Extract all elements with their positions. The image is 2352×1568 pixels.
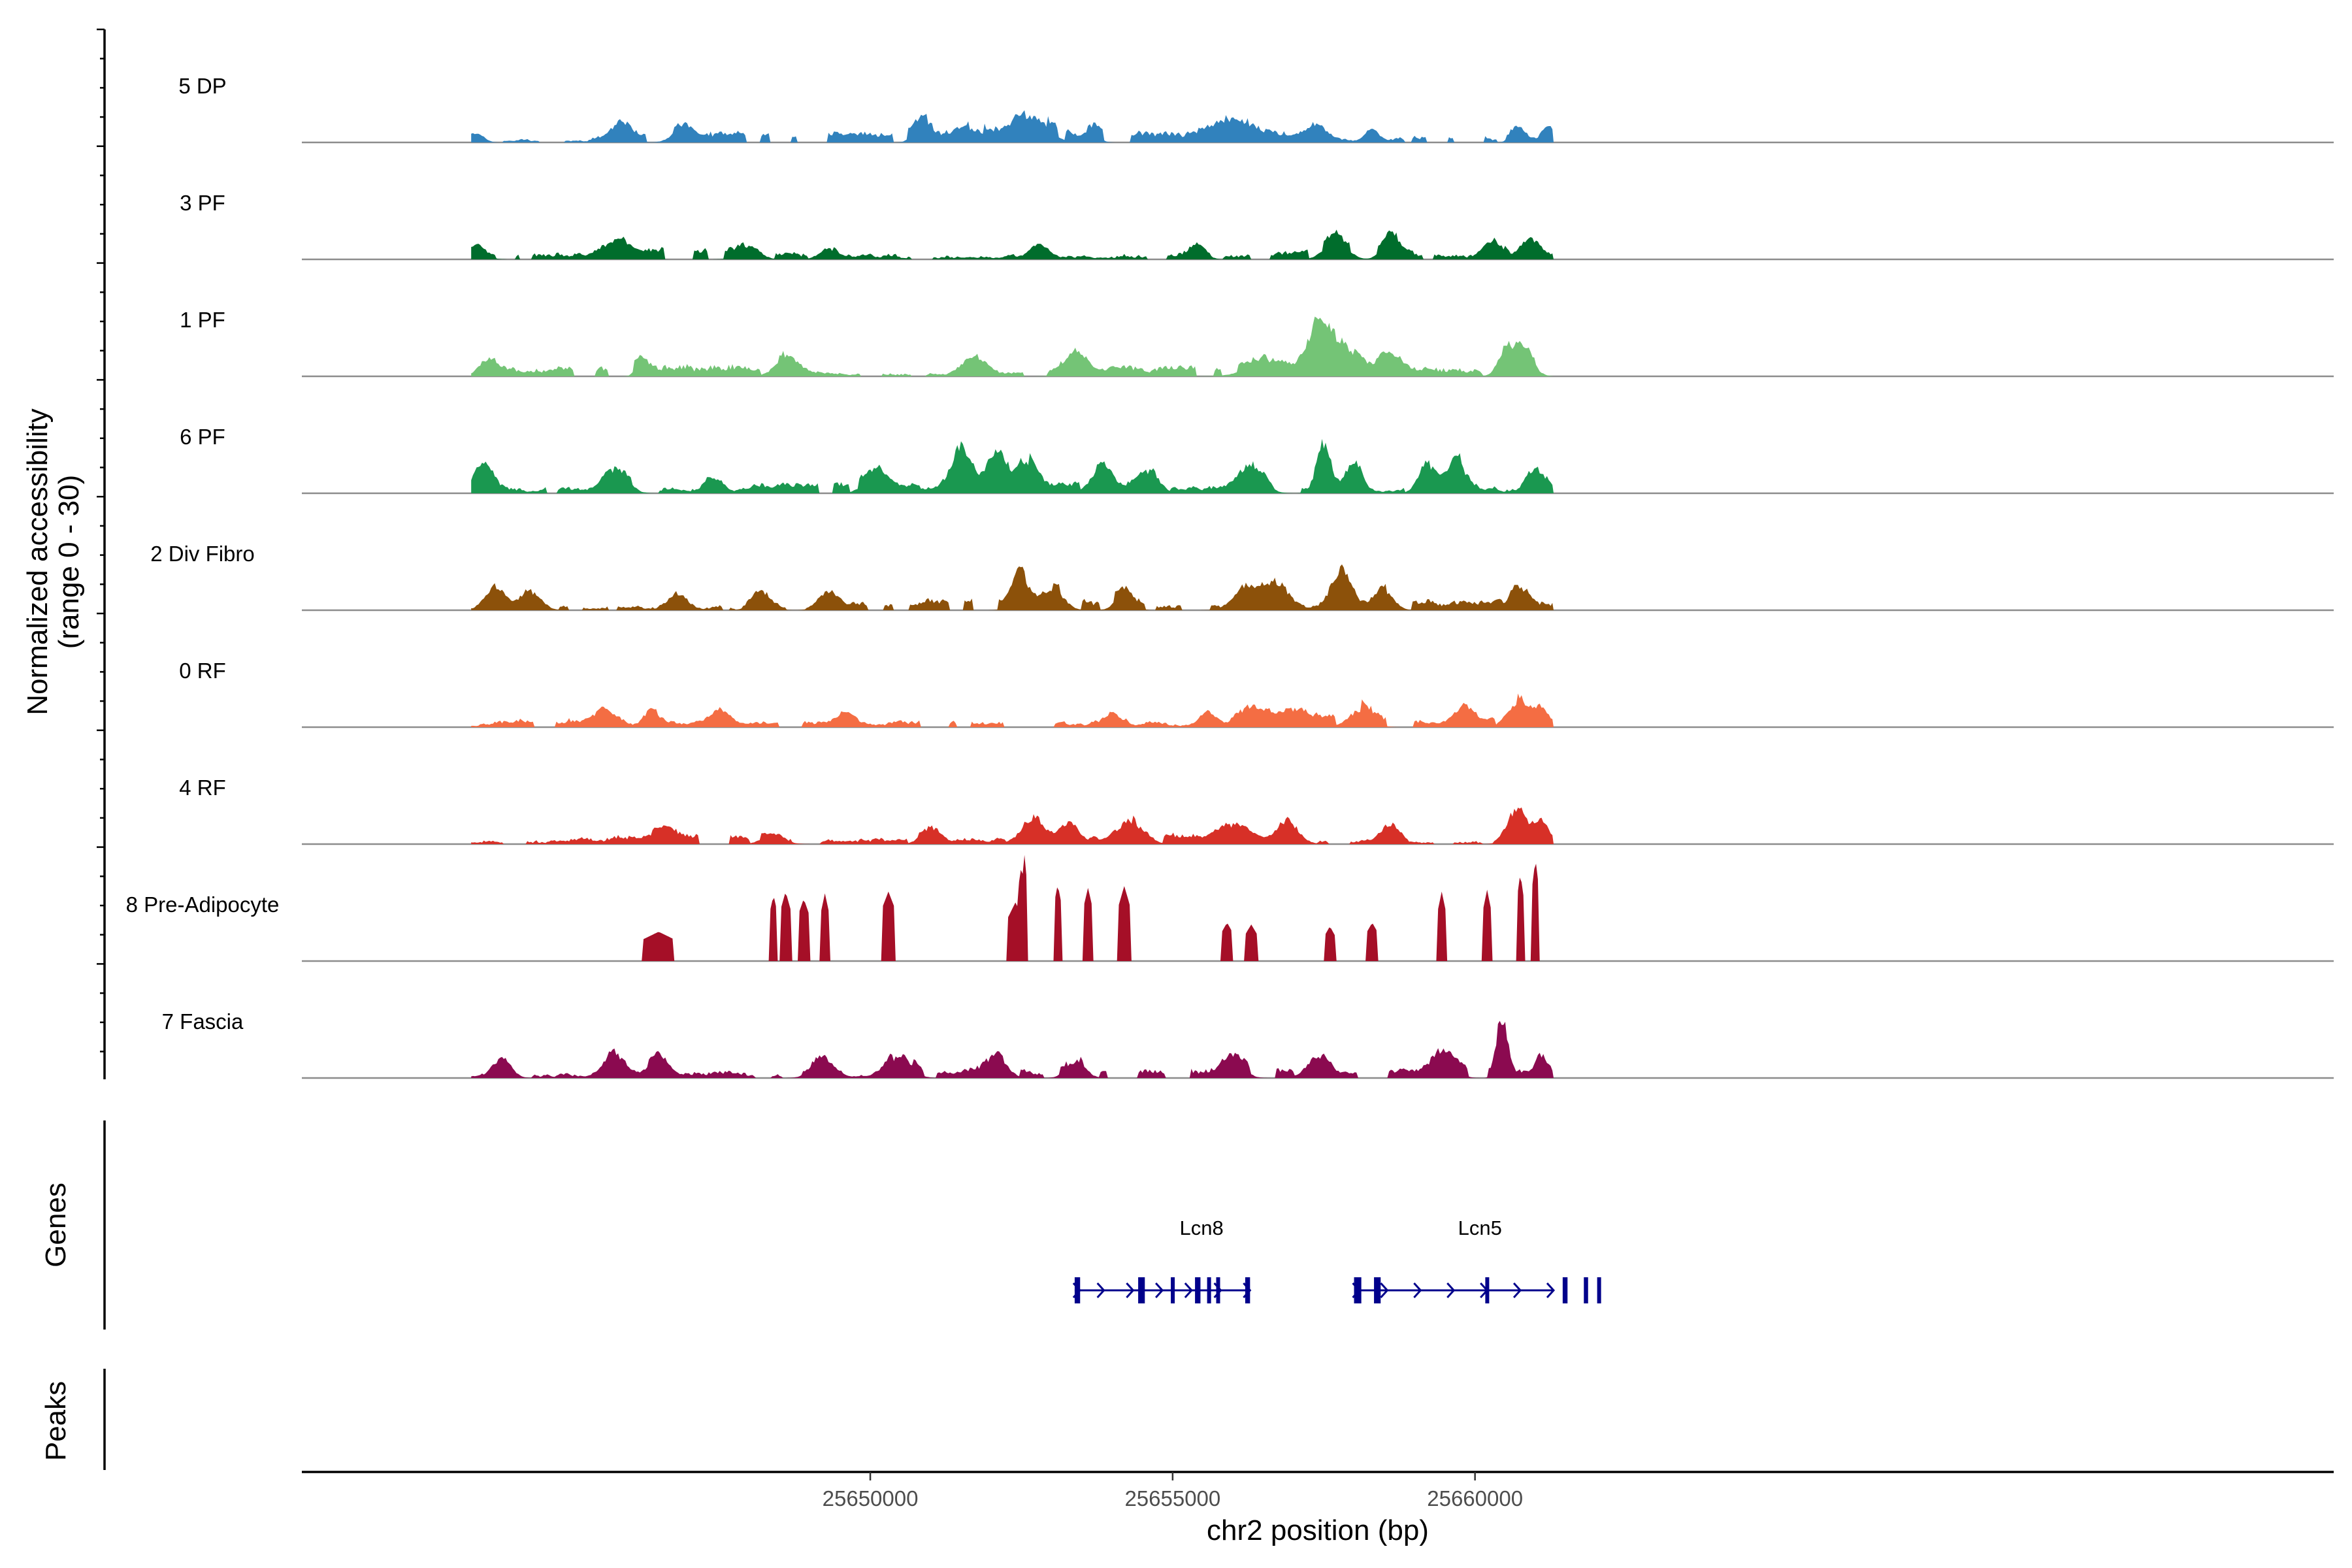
exon	[1195, 1277, 1201, 1303]
exon	[1584, 1277, 1588, 1303]
strand-chevron	[1126, 1282, 1135, 1299]
exon	[1216, 1277, 1220, 1303]
track-label: 7 Fascia	[162, 1009, 244, 1034]
x-tick-label: 25660000	[1427, 1486, 1523, 1511]
peaks-track-label: Peaks	[40, 1381, 72, 1461]
track-2-div-fibro: 2 Div Fibro	[150, 542, 2334, 612]
strand-chevron	[1096, 1282, 1105, 1299]
gene-label: Lcn8	[1180, 1217, 1224, 1239]
exon	[1207, 1277, 1211, 1303]
y-axis-title: Normalized accessibility	[22, 408, 54, 715]
track-label: 1 PF	[180, 308, 225, 332]
x-axis-title: chr2 position (bp)	[1207, 1514, 1429, 1546]
exon	[1074, 1277, 1081, 1303]
track-4-rf: 4 RF	[179, 776, 2334, 845]
exon	[1245, 1277, 1250, 1303]
strand-chevron	[1184, 1282, 1193, 1299]
coverage-area	[471, 807, 1554, 844]
track-7-fascia: 7 Fascia	[162, 1009, 2334, 1079]
track-5-dp: 5 DP	[178, 74, 2334, 144]
coverage-y-ticks	[97, 28, 105, 1053]
exon	[1562, 1277, 1568, 1303]
track-label: 0 RF	[179, 659, 226, 683]
coverage-area	[471, 316, 1554, 376]
track-label: 3 PF	[180, 191, 225, 215]
x-ticks: 25650000 25655000 25660000	[823, 1472, 1523, 1511]
track-3-pf: 3 PF	[180, 191, 2334, 261]
track-0-rf: 0 RF	[179, 659, 2334, 728]
coverage-area	[471, 855, 1554, 961]
exon	[1485, 1277, 1490, 1303]
y-axis-title-group: Normalized accessibility (range 0 - 30)	[22, 408, 85, 715]
exon	[1138, 1277, 1145, 1303]
coverage-area	[471, 229, 1554, 259]
exon	[1597, 1277, 1601, 1303]
track-label: 5 DP	[178, 74, 226, 98]
coverage-area	[471, 1021, 1554, 1078]
strand-chevron	[1380, 1282, 1389, 1299]
exon	[1354, 1277, 1362, 1303]
strand-chevron	[1512, 1282, 1522, 1299]
track-8-pre-adipocyte: 8 Pre-Adipocyte	[126, 855, 2334, 962]
x-tick-label: 25650000	[823, 1486, 919, 1511]
coverage-area	[471, 693, 1554, 727]
coverage-area	[471, 564, 1554, 610]
y-axis-subtitle: (range 0 - 30)	[53, 475, 85, 649]
gene-lcn5: Lcn5	[1352, 1217, 1601, 1303]
strand-chevron	[1446, 1282, 1456, 1299]
exon	[1374, 1277, 1381, 1303]
strand-chevron	[1155, 1282, 1164, 1299]
coverage-area	[471, 110, 1554, 142]
genes-track-label: Genes	[40, 1183, 72, 1267]
gene-lcn8: Lcn8	[1072, 1217, 1252, 1303]
track-6-pf: 6 PF	[180, 425, 2334, 495]
gene-track: Lcn8 Lcn5	[1072, 1217, 1601, 1303]
strand-chevron	[1546, 1282, 1556, 1299]
gene-label: Lcn5	[1458, 1217, 1502, 1239]
track-label: 6 PF	[180, 425, 225, 449]
track-label: 4 RF	[179, 776, 226, 800]
strand-chevron	[1413, 1282, 1422, 1299]
track-label: 2 Div Fibro	[150, 542, 255, 566]
track-1-pf: 1 PF	[180, 308, 2334, 378]
track-label: 8 Pre-Adipocyte	[126, 892, 280, 917]
coverage-tracks: 5 DP 3 PF 1 PF 6 PF 2 Div Fibro 0 RF 4 RF 8 Pre…	[126, 74, 2334, 1079]
coverage-area	[471, 438, 1554, 493]
exon	[1171, 1277, 1175, 1303]
x-tick-label: 25655000	[1124, 1486, 1220, 1511]
